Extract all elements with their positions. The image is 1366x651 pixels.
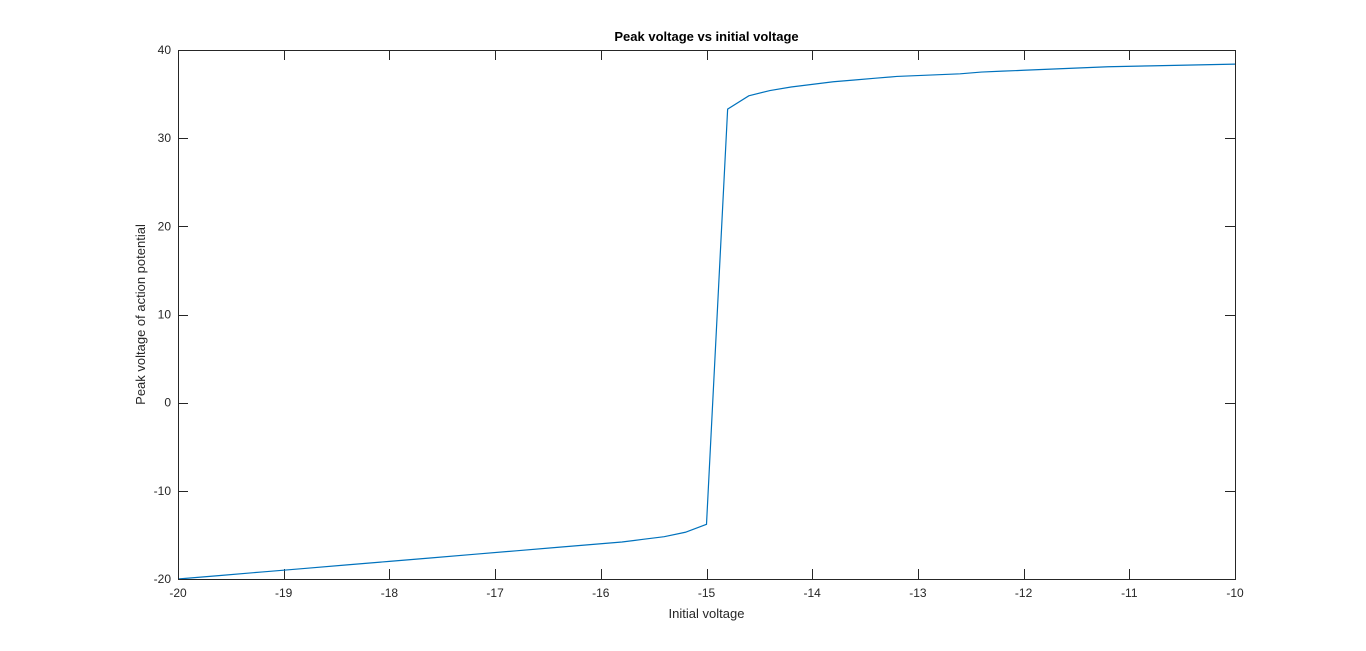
tick-labels: -20 -19 -18 -17 -16 -15 -14 -13 -12 -11 -10 -20 -10 0… bbox=[154, 43, 1244, 600]
x-tick-label: -16 bbox=[592, 586, 610, 600]
plot-area bbox=[178, 50, 1235, 579]
y-tick-label: 30 bbox=[158, 131, 172, 145]
chart-title: Peak voltage vs initial voltage bbox=[614, 29, 798, 44]
axes-box bbox=[178, 50, 1236, 580]
y-tick-label: -10 bbox=[154, 484, 172, 498]
x-tick-label: -11 bbox=[1121, 586, 1138, 600]
x-tick-label: -15 bbox=[698, 586, 716, 600]
x-tick-label: -13 bbox=[909, 586, 927, 600]
x-tick-label: -19 bbox=[275, 586, 293, 600]
y-tick-label: 0 bbox=[164, 396, 171, 410]
series-line bbox=[177, 63, 1236, 580]
x-tick-label: -18 bbox=[381, 586, 399, 600]
x-tick-label: -10 bbox=[1226, 586, 1244, 600]
x-tick-label: -17 bbox=[486, 586, 504, 600]
y-axis-title: Peak voltage of action potential bbox=[133, 224, 148, 405]
x-tick-label: -14 bbox=[804, 586, 822, 600]
x-axis-title: Initial voltage bbox=[669, 606, 745, 621]
y-tick-label: 10 bbox=[158, 308, 172, 322]
x-tick-label: -12 bbox=[1015, 586, 1033, 600]
x-tick-label: -20 bbox=[169, 586, 187, 600]
y-tick-label: 40 bbox=[158, 43, 172, 57]
y-tick-label: -20 bbox=[154, 572, 172, 586]
y-tick-label: 20 bbox=[158, 219, 172, 233]
